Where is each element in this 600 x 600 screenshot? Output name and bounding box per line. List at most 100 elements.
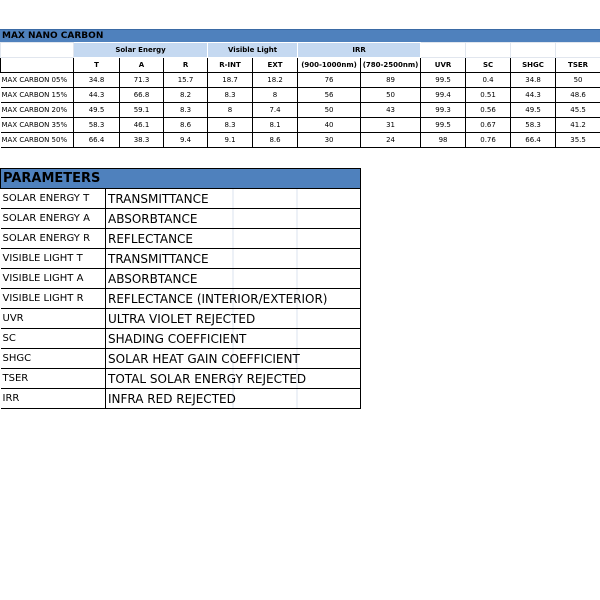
table-cell: 0.51 — [465, 87, 512, 103]
row-label: MAX CARBON 35% — [0, 117, 74, 133]
table-cell: 9.4 — [162, 132, 209, 148]
column-header: TSER — [555, 57, 600, 73]
table-cell: 99.5 — [420, 72, 467, 88]
table-cell: 59.1 — [119, 102, 164, 118]
parameter-key: SHGC — [0, 348, 106, 369]
table-cell: 8.1 — [252, 117, 299, 133]
table-cell: 89 — [360, 72, 422, 88]
table-cell: 44.3 — [510, 87, 557, 103]
table-cell: 34.8 — [73, 72, 120, 88]
table-row: MAX CARBON 50% 66.4 38.3 9.4 9.1 8.6 30 24 98 0.7… — [0, 132, 600, 148]
table-cell: 76 — [297, 72, 362, 88]
parameters-header-row: PARAMETERS — [0, 168, 361, 189]
parameter-value: SHADING COEFFICIENT — [105, 328, 361, 349]
table-cell: 99.3 — [420, 102, 467, 118]
parameter-row: VISIBLE LIGHT A ABSORBTANCE — [0, 268, 361, 289]
parameter-value: TRANSMITTANCE — [105, 248, 361, 269]
column-header: SHGC — [510, 57, 557, 73]
table-cell: 71.3 — [119, 72, 164, 88]
column-header-row: T A R R-INT EXT (900-1000nm) (780-2500nm) UVR SC… — [0, 57, 600, 73]
table-cell: 0.56 — [465, 102, 512, 118]
table-cell: 40 — [297, 117, 362, 133]
table-cell: 58.3 — [510, 117, 557, 133]
parameter-value: REFLECTANCE — [105, 228, 361, 249]
parameter-row: SOLAR ENERGY R REFLECTANCE — [0, 228, 361, 249]
parameter-value: TOTAL SOLAR ENERGY REJECTED — [105, 368, 361, 389]
group-visible-light: Visible Light — [207, 42, 299, 58]
table-cell: 66.4 — [510, 132, 557, 148]
parameter-key: SOLAR ENERGY T — [0, 188, 106, 209]
table-cell: 9.1 — [207, 132, 254, 148]
table-cell: 66.4 — [73, 132, 120, 148]
parameter-key: VISIBLE LIGHT R — [0, 288, 106, 309]
table-cell: 0.4 — [465, 72, 512, 88]
parameters-table: PARAMETERS SOLAR ENERGY T TRANSMITTANCE SO… — [0, 168, 361, 409]
table-cell: 8.3 — [207, 87, 254, 103]
table-cell: 98 — [420, 132, 467, 148]
parameter-row: SC SHADING COEFFICIENT — [0, 328, 361, 349]
parameter-value: REFLECTANCE (INTERIOR/EXTERIOR) — [105, 288, 361, 309]
performance-table: Solar Energy Visible Light IRR T A R R-INT E… — [0, 42, 600, 148]
group-header-row: Solar Energy Visible Light IRR — [0, 42, 600, 58]
parameter-key: VISIBLE LIGHT T — [0, 248, 106, 269]
table-cell: 49.5 — [73, 102, 120, 118]
parameter-key: TSER — [0, 368, 106, 389]
parameter-row: UVR ULTRA VIOLET REJECTED — [0, 308, 361, 329]
parameter-key: UVR — [0, 308, 106, 329]
column-header: A — [119, 57, 164, 73]
table-cell: 50 — [297, 102, 362, 118]
table-cell: 8.3 — [162, 102, 209, 118]
row-label: MAX CARBON 20% — [0, 102, 74, 118]
table-cell: 50 — [360, 87, 422, 103]
row-label: MAX CARBON 15% — [0, 87, 74, 103]
table-cell: 99.5 — [420, 117, 467, 133]
row-label: MAX CARBON 05% — [0, 72, 74, 88]
parameter-row: SHGC SOLAR HEAT GAIN COEFFICIENT — [0, 348, 361, 369]
table-cell: 8.3 — [207, 117, 254, 133]
table-cell: 41.2 — [555, 117, 600, 133]
parameter-value: SOLAR HEAT GAIN COEFFICIENT — [105, 348, 361, 369]
table-cell: 48.6 — [555, 87, 600, 103]
parameter-key: SOLAR ENERGY R — [0, 228, 106, 249]
table-cell: 49.5 — [510, 102, 557, 118]
table-cell: 7.4 — [252, 102, 299, 118]
table-row: MAX CARBON 20% 49.5 59.1 8.3 8 7.4 50 43 99.3 0.5… — [0, 102, 600, 118]
parameter-row: SOLAR ENERGY T TRANSMITTANCE — [0, 188, 361, 209]
table-title: MAX NANO CARBON — [0, 29, 600, 42]
table-cell: 8.6 — [252, 132, 299, 148]
table-cell: 44.3 — [73, 87, 120, 103]
table-row: MAX CARBON 15% 44.3 66.8 8.2 8.3 8 56 50 99.4 0.5… — [0, 87, 600, 103]
parameters-title: PARAMETERS — [0, 168, 361, 189]
table-cell: 30 — [297, 132, 362, 148]
parameter-value: ABSORBTANCE — [105, 268, 361, 289]
table-cell: 99.4 — [420, 87, 467, 103]
row-label: MAX CARBON 50% — [0, 132, 74, 148]
parameter-key: IRR — [0, 388, 106, 409]
table-cell: 0.67 — [465, 117, 512, 133]
table-cell: 66.8 — [119, 87, 164, 103]
group-solar-energy: Solar Energy — [72, 42, 209, 58]
table-cell: 43 — [360, 102, 422, 118]
column-header: (780-2500nm) — [360, 57, 422, 73]
table-cell: 56 — [297, 87, 362, 103]
table-row: MAX CARBON 05% 34.8 71.3 15.7 18.7 18.2 76 89 99… — [0, 72, 600, 88]
column-header: EXT — [252, 57, 299, 73]
table-cell: 35.5 — [555, 132, 600, 148]
table-row: MAX CARBON 35% 58.3 46.1 8.6 8.3 8.1 40 31 99.5 0… — [0, 117, 600, 133]
table-cell: 0.76 — [465, 132, 512, 148]
table-cell: 18.7 — [207, 72, 254, 88]
table-cell: 38.3 — [119, 132, 164, 148]
table-cell: 31 — [360, 117, 422, 133]
parameter-value: ABSORBTANCE — [105, 208, 361, 229]
parameter-row: TSER TOTAL SOLAR ENERGY REJECTED — [0, 368, 361, 389]
table-cell: 8.6 — [162, 117, 209, 133]
parameter-row: IRR INFRA RED REJECTED — [0, 388, 361, 409]
parameter-row: VISIBLE LIGHT T TRANSMITTANCE — [0, 248, 361, 269]
column-header: (900-1000nm) — [297, 57, 362, 73]
parameter-key: SOLAR ENERGY A — [0, 208, 106, 229]
table-cell: 24 — [360, 132, 422, 148]
parameter-key: VISIBLE LIGHT A — [0, 268, 106, 289]
table-cell: 46.1 — [119, 117, 164, 133]
table-cell: 18.2 — [252, 72, 299, 88]
column-header: R-INT — [207, 57, 254, 73]
